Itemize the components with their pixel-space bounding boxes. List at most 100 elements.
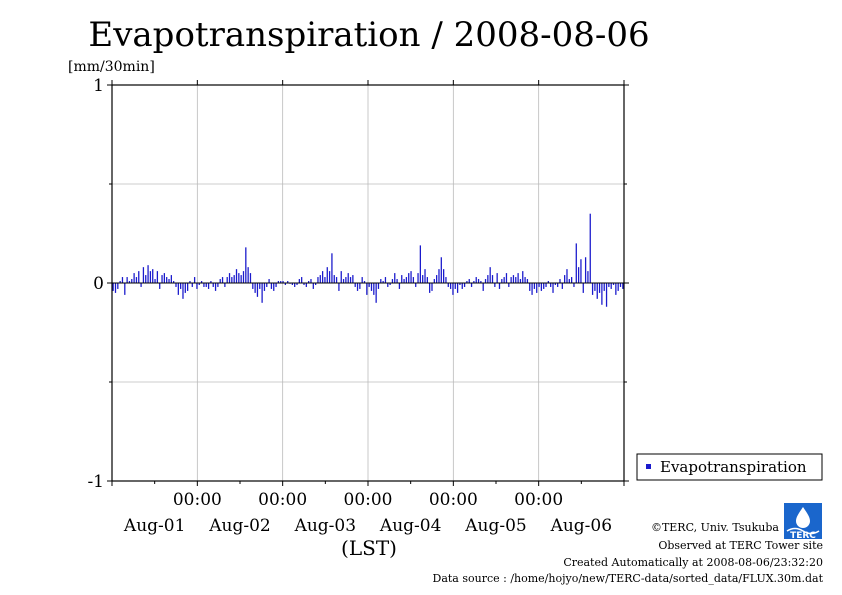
bar xyxy=(577,267,580,283)
x-date-label: Aug-05 xyxy=(464,516,526,536)
bar xyxy=(356,283,359,291)
legend-swatch xyxy=(646,464,651,469)
series-bars xyxy=(112,213,624,307)
bar xyxy=(312,283,314,289)
bar xyxy=(170,275,172,283)
bar xyxy=(159,283,161,289)
bar xyxy=(175,283,177,287)
x-date-label: Aug-06 xyxy=(550,516,612,536)
bar xyxy=(310,279,312,283)
bar xyxy=(389,283,391,285)
bar xyxy=(596,283,598,299)
bar xyxy=(207,283,210,289)
bar xyxy=(349,277,352,283)
bar xyxy=(210,281,212,283)
bar xyxy=(305,283,307,287)
bar xyxy=(119,281,121,283)
wave-icon xyxy=(786,527,820,535)
bar xyxy=(317,277,319,283)
bar xyxy=(550,283,552,287)
bar xyxy=(315,283,317,285)
bar xyxy=(408,273,410,283)
bar xyxy=(261,283,263,303)
bar xyxy=(277,281,280,283)
bar xyxy=(252,283,254,289)
bar xyxy=(538,283,540,287)
bar xyxy=(266,283,268,287)
bar xyxy=(405,277,408,283)
bar xyxy=(235,269,238,283)
bar xyxy=(303,283,305,285)
bar xyxy=(168,279,170,283)
bar xyxy=(603,283,605,291)
bar xyxy=(193,277,196,283)
bar xyxy=(391,279,394,283)
bar xyxy=(363,281,366,283)
bar xyxy=(340,271,342,283)
logo-text: TERC xyxy=(790,531,816,541)
bar xyxy=(508,283,510,287)
bar xyxy=(177,283,179,295)
bar xyxy=(605,283,608,307)
bar xyxy=(254,283,256,293)
bar xyxy=(373,283,375,295)
bar xyxy=(431,283,433,291)
bar xyxy=(352,275,354,283)
bar xyxy=(466,281,468,283)
bar xyxy=(156,271,159,283)
bar xyxy=(536,283,538,293)
bar xyxy=(377,283,380,289)
bar xyxy=(354,283,356,287)
bar xyxy=(554,283,556,285)
bar xyxy=(328,271,331,283)
bar xyxy=(112,283,114,291)
bar xyxy=(543,283,545,289)
bar xyxy=(296,283,298,285)
bar xyxy=(587,271,589,283)
bar xyxy=(505,273,508,283)
bar xyxy=(280,281,282,283)
y-axis-unit: [mm/30min] xyxy=(68,59,155,75)
bar xyxy=(212,283,214,287)
bar xyxy=(117,283,119,289)
bar xyxy=(422,275,424,283)
bar xyxy=(394,273,396,283)
bar xyxy=(326,267,328,283)
bar xyxy=(580,259,582,283)
bar xyxy=(270,283,273,289)
bar xyxy=(180,283,182,289)
bar xyxy=(564,275,566,283)
bar xyxy=(133,273,135,283)
bar xyxy=(526,279,529,283)
bar xyxy=(417,273,419,283)
bar xyxy=(524,277,526,283)
bar xyxy=(608,283,610,287)
bar xyxy=(557,283,559,287)
y-tick-label: 0 xyxy=(93,274,104,294)
bar xyxy=(559,279,561,283)
bar xyxy=(598,283,601,293)
x-tick-label: 00:00 xyxy=(258,490,307,510)
bar xyxy=(368,283,370,287)
bar xyxy=(484,279,487,283)
bar xyxy=(228,273,231,283)
x-tick-label: 00:00 xyxy=(173,490,222,510)
x-date-label: Aug-01 xyxy=(123,516,185,536)
copyright-text: ©TERC, Univ. Tsukuba xyxy=(651,521,779,534)
x-date-label: Aug-03 xyxy=(294,516,356,536)
bar xyxy=(436,275,438,283)
bar xyxy=(345,277,347,283)
bar xyxy=(121,277,124,283)
bar xyxy=(512,275,515,283)
bar xyxy=(187,283,189,291)
bar xyxy=(498,283,501,289)
bar xyxy=(200,281,203,283)
bar xyxy=(308,281,310,283)
bar xyxy=(461,283,463,289)
bar xyxy=(247,267,249,283)
bar xyxy=(566,269,568,283)
bar xyxy=(519,279,522,283)
bar xyxy=(284,283,287,285)
bar xyxy=(410,271,412,283)
bar xyxy=(575,243,577,283)
